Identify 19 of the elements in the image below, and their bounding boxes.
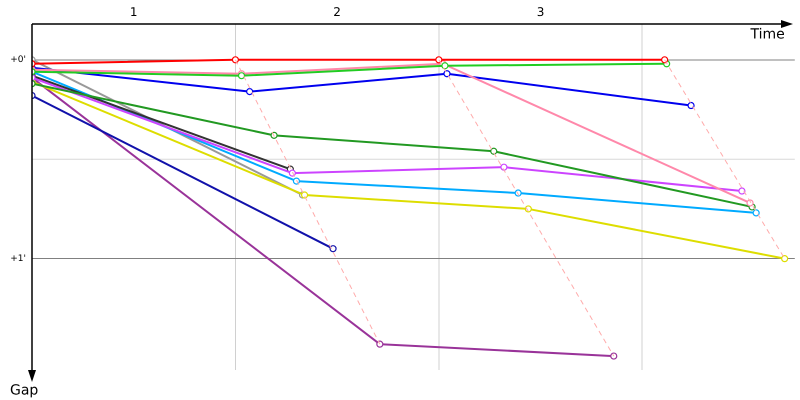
x-tick-label: 1 (130, 4, 138, 19)
point (738, 187, 746, 195)
y-tick-label: +0' (10, 55, 26, 66)
x-tick-label: 3 (536, 4, 544, 19)
point (376, 340, 384, 348)
point (246, 88, 254, 96)
point (232, 56, 240, 64)
point (687, 102, 695, 110)
point (441, 62, 449, 70)
x-tick-label: 2 (333, 4, 341, 19)
point (752, 209, 760, 217)
y-tick-label: +1' (10, 254, 26, 264)
point (610, 352, 618, 360)
x-axis-title: Time (750, 26, 785, 43)
point (781, 255, 788, 262)
point (443, 70, 451, 78)
point (500, 164, 508, 171)
y-axis-title: Gap (10, 382, 38, 399)
point (490, 148, 498, 155)
